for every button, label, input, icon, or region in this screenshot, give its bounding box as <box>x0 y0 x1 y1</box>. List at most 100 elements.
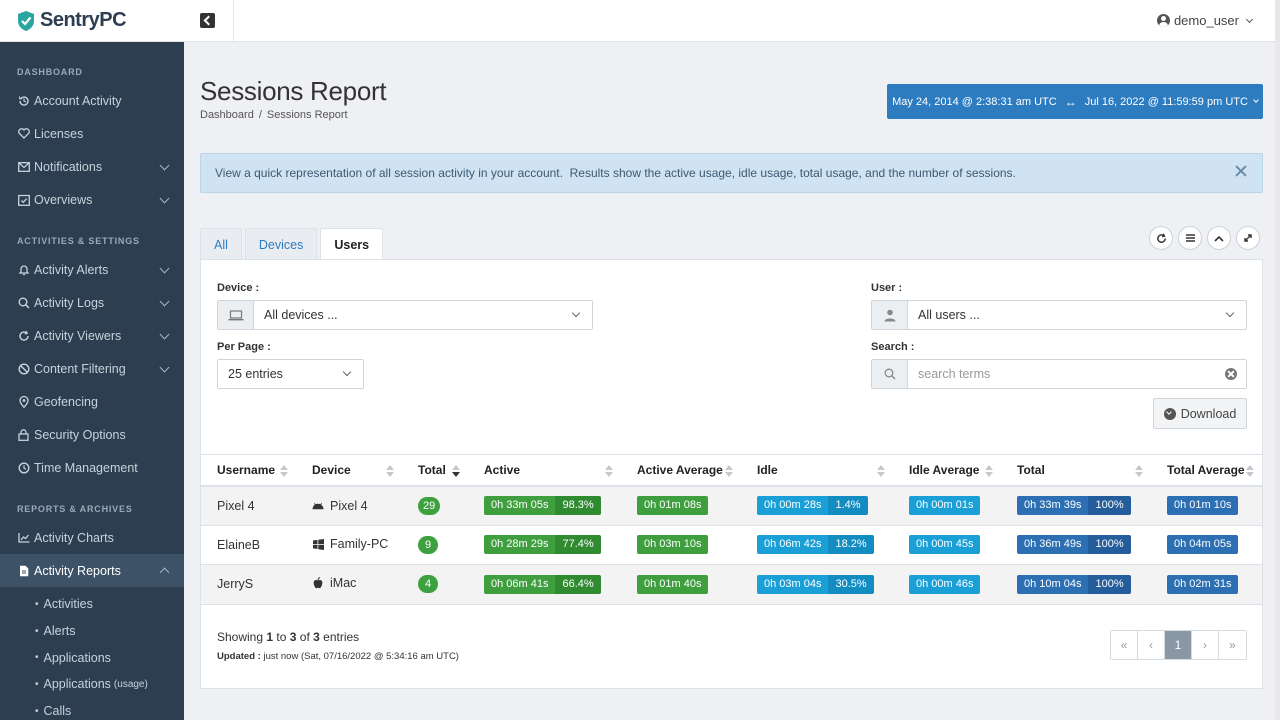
sidebar-item-activity-alerts[interactable]: Activity Alerts <box>0 253 184 286</box>
total-percent: 100% <box>1088 535 1131 555</box>
device-select[interactable]: All devices ... <box>217 300 593 330</box>
sidebar-item-notifications[interactable]: Notifications <box>0 150 184 183</box>
user-avatar-icon <box>1156 14 1170 27</box>
sidebar-item-activity-charts[interactable]: Activity Charts <box>0 521 184 554</box>
column-header-idle-average[interactable]: Idle Average <box>893 454 1001 487</box>
active-cell: 0h 33m 05s 98.3% <box>468 485 621 526</box>
tab-devices[interactable]: Devices <box>244 228 318 260</box>
column-header-label: Idle <box>757 462 778 477</box>
total-cell: 0h 33m 39s 100% <box>1001 485 1151 526</box>
sidebar-item-content-filtering[interactable]: Content Filtering <box>0 352 184 385</box>
chevron-down-icon <box>342 367 352 377</box>
user-menu[interactable]: demo_user <box>1156 13 1254 28</box>
chevron-down-icon <box>159 296 170 307</box>
active-avg-badge: 0h 03m 10s <box>637 535 709 555</box>
column-header-total-average[interactable]: Total Average <box>1151 454 1262 487</box>
page-scrollbar[interactable] <box>1275 0 1280 720</box>
info-alert: View a quick representation of all sessi… <box>200 153 1263 193</box>
sidebar-item-label: Security Options <box>34 427 126 442</box>
sidebar-item-activity-reports[interactable]: Activity Reports <box>0 554 184 587</box>
date-range-button[interactable]: May 24, 2014 @ 2:38:31 am UTC ↔ Jul 16, … <box>887 84 1263 119</box>
search-input[interactable]: search terms <box>871 359 1247 389</box>
refresh-icon <box>17 329 30 342</box>
total-avg-badge: 0h 01m 10s <box>1167 496 1239 515</box>
user-select[interactable]: All users ... <box>871 300 1247 330</box>
tab-users[interactable]: Users <box>320 228 384 261</box>
sidebar-item-time-management[interactable]: Time Management <box>0 451 184 484</box>
column-header-label: Total Average <box>1167 462 1245 477</box>
refresh-icon[interactable] <box>1149 226 1173 250</box>
info-text: View a quick representation of all sessi… <box>215 166 1016 180</box>
sidebar-subitem-activities[interactable]: • Activities <box>35 597 93 612</box>
tab-all[interactable]: All <box>200 228 242 260</box>
sidebar-subitem-applications-usage[interactable]: • Applications (usage) <box>35 677 148 692</box>
sidebar-item-security-options[interactable]: Security Options <box>0 418 184 451</box>
next-page-button[interactable]: › <box>1192 631 1219 659</box>
search-placeholder: search terms <box>918 367 991 381</box>
active-percent: 77.4% <box>555 535 601 555</box>
total-avg-cell: 0h 02m 31s <box>1151 564 1262 605</box>
column-header-device[interactable]: Device <box>296 454 402 487</box>
brand-name: SentryPC <box>40 9 127 31</box>
sidebar-item-account-activity[interactable]: Account Activity <box>0 84 184 117</box>
last-page-button[interactable]: » <box>1219 631 1246 659</box>
active-average: 0h 01m 40s <box>637 574 709 594</box>
chevron-up-icon[interactable] <box>1207 226 1231 250</box>
sidebar-subitem-alerts[interactable]: • Alerts <box>35 624 76 639</box>
active-avg-badge: 0h 01m 40s <box>637 574 709 594</box>
showing-of: 3 <box>313 630 320 644</box>
search-label: Search : <box>871 341 915 353</box>
sidebar-subitem-calls[interactable]: • Calls <box>35 704 72 719</box>
first-page-button[interactable]: « <box>1111 631 1138 659</box>
chevron-down-icon <box>571 308 581 318</box>
page-1-button[interactable]: 1 <box>1165 631 1192 659</box>
download-button[interactable]: Download <box>1153 398 1247 429</box>
sidebar-item-geofencing[interactable]: Geofencing <box>0 385 184 418</box>
idle-time: 0h 03m 04s <box>757 574 829 594</box>
column-header-active-average[interactable]: Active Average <box>621 454 741 487</box>
sidebar-item-licenses[interactable]: Licenses <box>0 117 184 150</box>
updated-status: Updated : just now (Sat, 07/16/2022 @ 5:… <box>217 651 459 662</box>
sidebar-subitem-label: Applications <box>43 677 111 692</box>
active-time: 0h 28m 29s <box>484 535 556 555</box>
column-header-label: Username <box>217 462 276 477</box>
username-cell: JerryS <box>201 564 296 605</box>
device-name: iMac <box>330 576 357 591</box>
column-header-username[interactable]: Username <box>201 454 296 487</box>
settings-lines-icon[interactable] <box>1178 226 1202 250</box>
clear-icon[interactable] <box>1225 368 1237 380</box>
idle-avg-badge: 0h 00m 46s <box>909 574 981 594</box>
sidebar-subitem-applications[interactable]: • Applications <box>35 650 111 665</box>
sidebar-subitem-label: Alerts <box>43 624 76 639</box>
column-header-total-sessions[interactable]: Total <box>402 454 468 487</box>
per-page-select[interactable]: 25 entries <box>217 359 364 389</box>
column-header-active[interactable]: Active <box>468 454 621 487</box>
username-cell: ElaineB <box>201 525 296 565</box>
close-icon[interactable] <box>1234 164 1248 178</box>
breadcrumb-dashboard[interactable]: Dashboard <box>200 109 254 121</box>
sidebar-item-activity-viewers[interactable]: Activity Viewers <box>0 319 184 352</box>
sort-icon <box>725 465 733 477</box>
total-avg-cell: 0h 04m 05s <box>1151 525 1262 565</box>
nav-section-dashboard: Dashboard <box>17 67 83 77</box>
sidebar-item-activity-logs[interactable]: Activity Logs <box>0 286 184 319</box>
idle-percent: 18.2% <box>828 535 874 555</box>
column-header-total-time[interactable]: Total <box>1001 454 1151 487</box>
column-header-idle[interactable]: Idle <box>741 454 893 487</box>
sidebar-item-overviews[interactable]: Overviews <box>0 183 184 216</box>
column-header-label: Idle Average <box>909 462 980 477</box>
total-average: 0h 01m 10s <box>1167 496 1239 515</box>
user-label: User : <box>871 282 903 294</box>
sidebar-subitem-label: Calls <box>43 704 72 719</box>
expand-icon[interactable] <box>1236 226 1260 250</box>
android-icon <box>312 500 324 512</box>
active-avg-badge: 0h 01m 08s <box>637 496 709 515</box>
brand[interactable]: SentryPC <box>0 0 184 42</box>
chevron-down-icon <box>159 160 170 171</box>
collapse-sidebar-icon[interactable] <box>200 13 215 28</box>
prev-page-button[interactable]: ‹ <box>1138 631 1165 659</box>
page-title: Sessions Report <box>200 76 387 106</box>
active-avg-cell: 0h 01m 40s <box>621 564 741 605</box>
total-avg-badge: 0h 02m 31s <box>1167 574 1239 594</box>
showing-prefix: Showing <box>217 630 267 644</box>
